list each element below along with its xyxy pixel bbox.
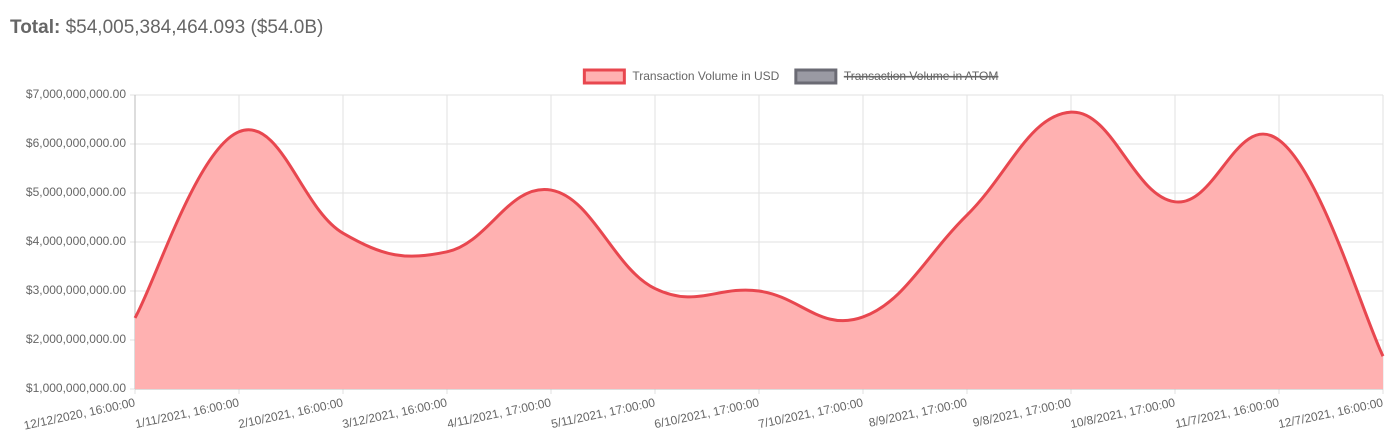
y-tick-label: $2,000,000,000.00 [26,332,126,346]
total-label: Total: [10,17,61,38]
legend-label: Transaction Volume in USD [632,69,779,83]
y-tick-label: $1,000,000,000.00 [26,381,126,395]
line [133,110,1385,357]
x-tick-label: 5/11/2021, 17:00:00 [550,395,657,431]
x-tick-label: 4/11/2021, 17:00:00 [446,395,553,431]
x-tick-label: 12/12/2020, 16:00:00 [22,395,136,432]
y-tick-label: $7,000,000,000.00 [26,87,126,101]
y-tick-label: $3,000,000,000.00 [26,283,126,297]
x-tick-label: 12/7/2021, 16:00:00 [1277,395,1385,431]
x-tick-label: 11/7/2021, 16:00:00 [1174,395,1281,431]
x-tick-label: 1/11/2021, 16:00:00 [134,395,241,431]
x-tick-label: 9/8/2021, 17:00:00 [971,395,1072,430]
x-tick-label: 3/12/2021, 16:00:00 [341,395,449,431]
y-tick-label: $6,000,000,000.00 [26,136,126,150]
x-tick-label: 6/10/2021, 17:00:00 [653,395,761,431]
y-tick-label: $4,000,000,000.00 [26,234,126,248]
legend-label: Transaction Volume in ATOM [844,69,999,83]
total: Total: $54,005,384,464.093 ($54.0B) [10,17,323,39]
y-tick-label: $5,000,000,000.00 [26,185,126,199]
total-value: $54,005,384,464.093 ($54.0B) [65,17,324,38]
area [135,112,1383,389]
x-tick-label: 2/10/2021, 16:00:00 [237,395,345,431]
legend-swatch [582,68,626,85]
legend-swatch [794,68,838,85]
x-tick-label: 10/8/2021, 17:00:00 [1069,395,1177,431]
x-tick-label: 8/9/2021, 17:00:00 [867,395,968,430]
x-tick-label: 7/10/2021, 17:00:00 [757,395,865,431]
